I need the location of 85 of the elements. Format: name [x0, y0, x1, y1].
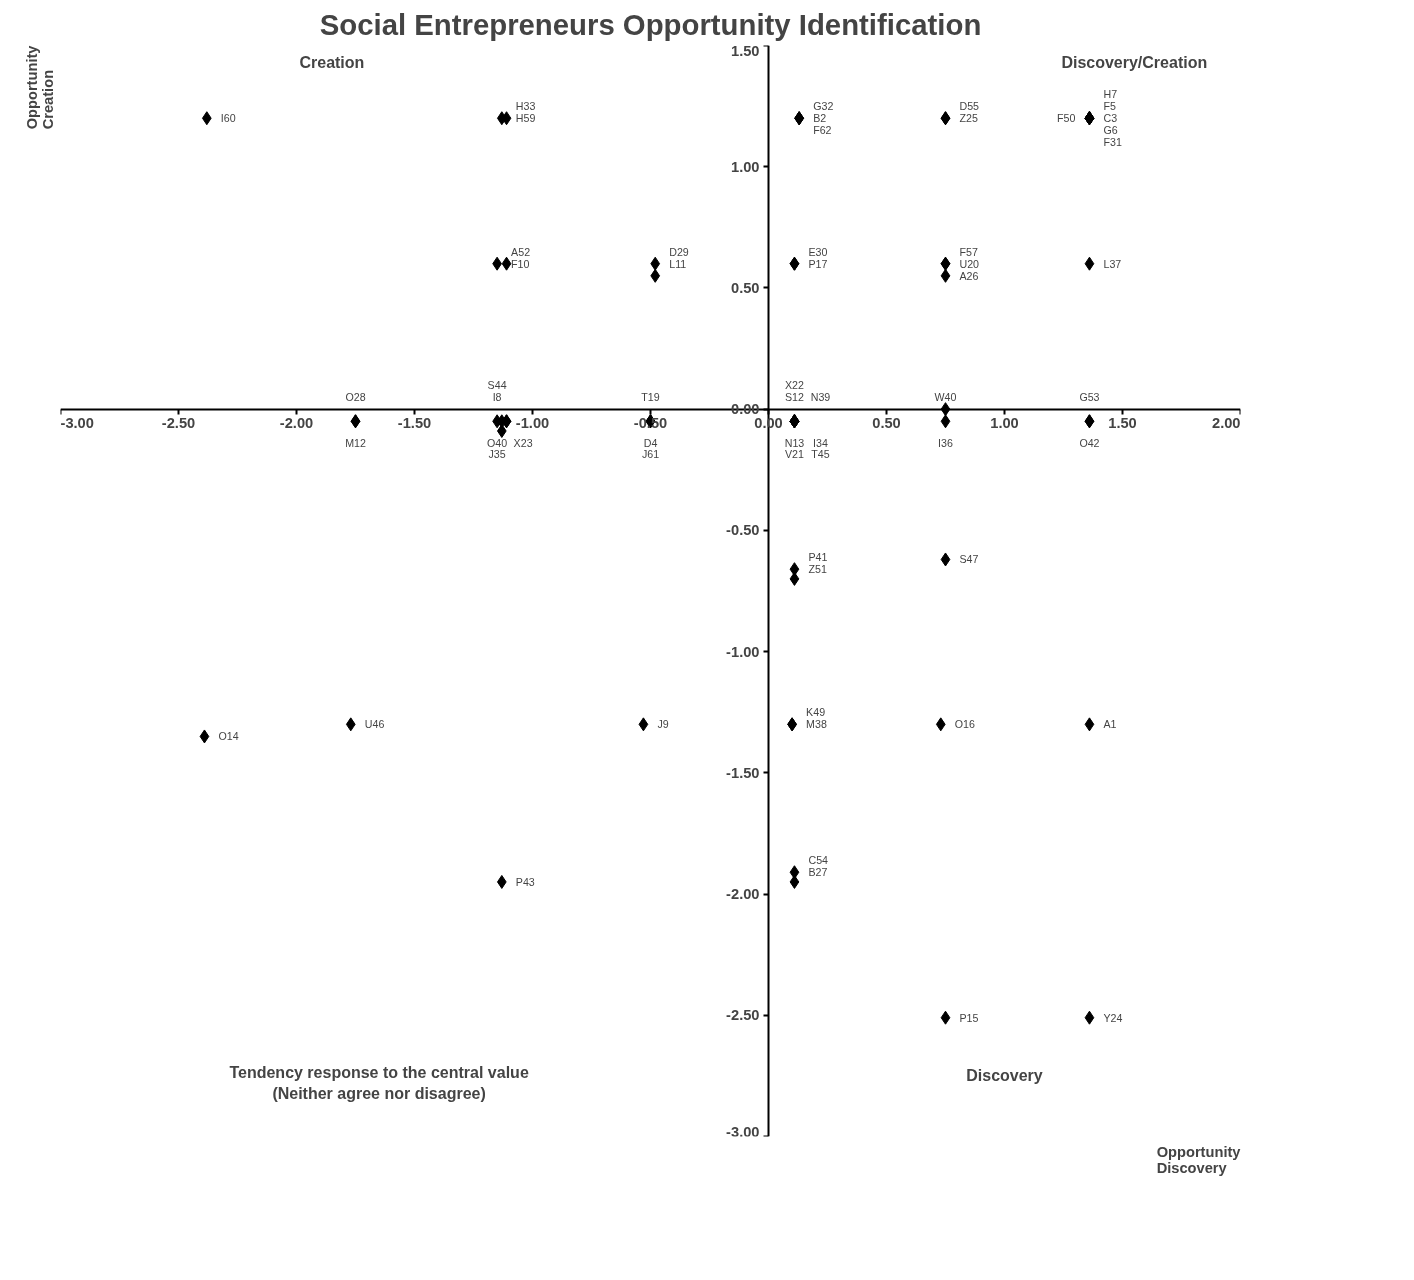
annotation: S12: [784, 391, 805, 404]
x-tick-label: 0.50: [872, 415, 901, 432]
y-tick-label: -2.50: [726, 1007, 760, 1024]
annotation: S47: [959, 553, 979, 566]
annotation: Discovery: [966, 1067, 1043, 1085]
annotation: I34: [813, 437, 828, 450]
annotation: Z51: [808, 563, 827, 576]
annotation: Discovery/Creation: [1061, 53, 1208, 71]
annotation: Creation: [299, 53, 365, 71]
annotation: J9: [657, 718, 669, 731]
annotation: B27: [808, 866, 828, 879]
x-tick-label: -3.00: [60, 415, 94, 432]
y-tick-label: -3.00: [726, 1123, 760, 1140]
annotation: I8: [492, 391, 502, 404]
annotation: F50: [1057, 112, 1076, 125]
annotation: O16: [954, 718, 975, 731]
annotation: D4: [643, 437, 658, 450]
annotation: X22: [784, 379, 805, 392]
chart-title: Social Entrepreneurs Opportunity Identification: [319, 7, 982, 41]
annotation: O42: [1079, 437, 1100, 450]
annotation: P17: [808, 257, 828, 270]
annotation: M38: [806, 718, 827, 731]
y-tick-label: 1.50: [730, 42, 760, 59]
annotation: E30: [808, 245, 828, 258]
annotation: D55: [959, 100, 980, 113]
annotation: M12: [345, 437, 366, 450]
annotation: O40: [487, 437, 508, 450]
y-tick-label: -1.00: [726, 643, 760, 660]
x-tick-label: 2.00: [1211, 415, 1241, 432]
annotation: K49: [806, 706, 826, 719]
x-tick-label: 1.00: [990, 415, 1019, 432]
y-tick-label: 0.50: [730, 279, 760, 296]
annotation: L37: [1103, 257, 1122, 270]
annotation: U46: [364, 718, 385, 731]
annotation: F31: [1103, 136, 1122, 149]
x-tick-label: -2.50: [161, 415, 196, 432]
annotation: C54: [808, 854, 829, 867]
annotation: W40: [934, 391, 957, 404]
y-tick-label: 1.00: [730, 158, 760, 175]
annotation: O14: [218, 730, 239, 743]
annotation: C3: [1103, 112, 1118, 125]
annotation: U20: [959, 257, 980, 270]
y-tick-label: -2.00: [726, 886, 760, 903]
annotation: F62: [813, 124, 832, 137]
annotation: A52: [511, 245, 531, 258]
annotation: P43: [515, 875, 535, 888]
y-axis-title: Opportunity Creation: [23, 44, 56, 130]
annotation: I60: [220, 112, 236, 125]
annotation: H7: [1103, 88, 1118, 101]
annotation: H33: [515, 100, 536, 113]
annotation: L11: [669, 257, 687, 270]
annotation: Z25: [959, 112, 978, 125]
y-tick-label: -1.50: [726, 764, 760, 781]
x-tick-label: -1.00: [515, 415, 550, 432]
annotation: X23: [513, 437, 533, 450]
annotation: V21: [784, 448, 805, 461]
annotation: D29: [669, 245, 689, 258]
annotation: P15: [959, 1011, 979, 1024]
annotation: T19: [641, 391, 660, 404]
annotation: S44: [487, 379, 507, 392]
annotation: J61: [641, 448, 660, 461]
annotation: N39: [810, 391, 831, 404]
annotation: G6: [1103, 124, 1118, 137]
annotation: H59: [515, 112, 536, 125]
annotation: Y24: [1103, 1011, 1123, 1024]
x-tick-label: 1.50: [1108, 415, 1137, 432]
annotation: G32: [813, 100, 834, 113]
annotation: B2: [813, 112, 827, 125]
x-axis-title: Opportunity Discovery: [1156, 1143, 1242, 1176]
annotation: A26: [959, 269, 979, 282]
annotation: F5: [1103, 100, 1116, 113]
x-tick-label: -2.00: [279, 415, 314, 432]
annotation: O28: [345, 391, 366, 404]
annotation: Tendency response to the central value (Neither agree nor disagree): [229, 1064, 529, 1102]
annotation: A1: [1103, 718, 1117, 731]
annotation: J35: [488, 448, 506, 461]
annotation: T45: [811, 448, 830, 461]
y-tick-label: -0.50: [726, 522, 760, 539]
annotation: F57: [959, 245, 978, 258]
annotation: I36: [938, 437, 953, 450]
annotation: F10: [511, 257, 530, 270]
x-tick-label: -1.50: [397, 415, 432, 432]
annotation: N13: [784, 437, 805, 450]
annotation: P41: [808, 551, 828, 564]
annotation: G53: [1079, 391, 1100, 404]
